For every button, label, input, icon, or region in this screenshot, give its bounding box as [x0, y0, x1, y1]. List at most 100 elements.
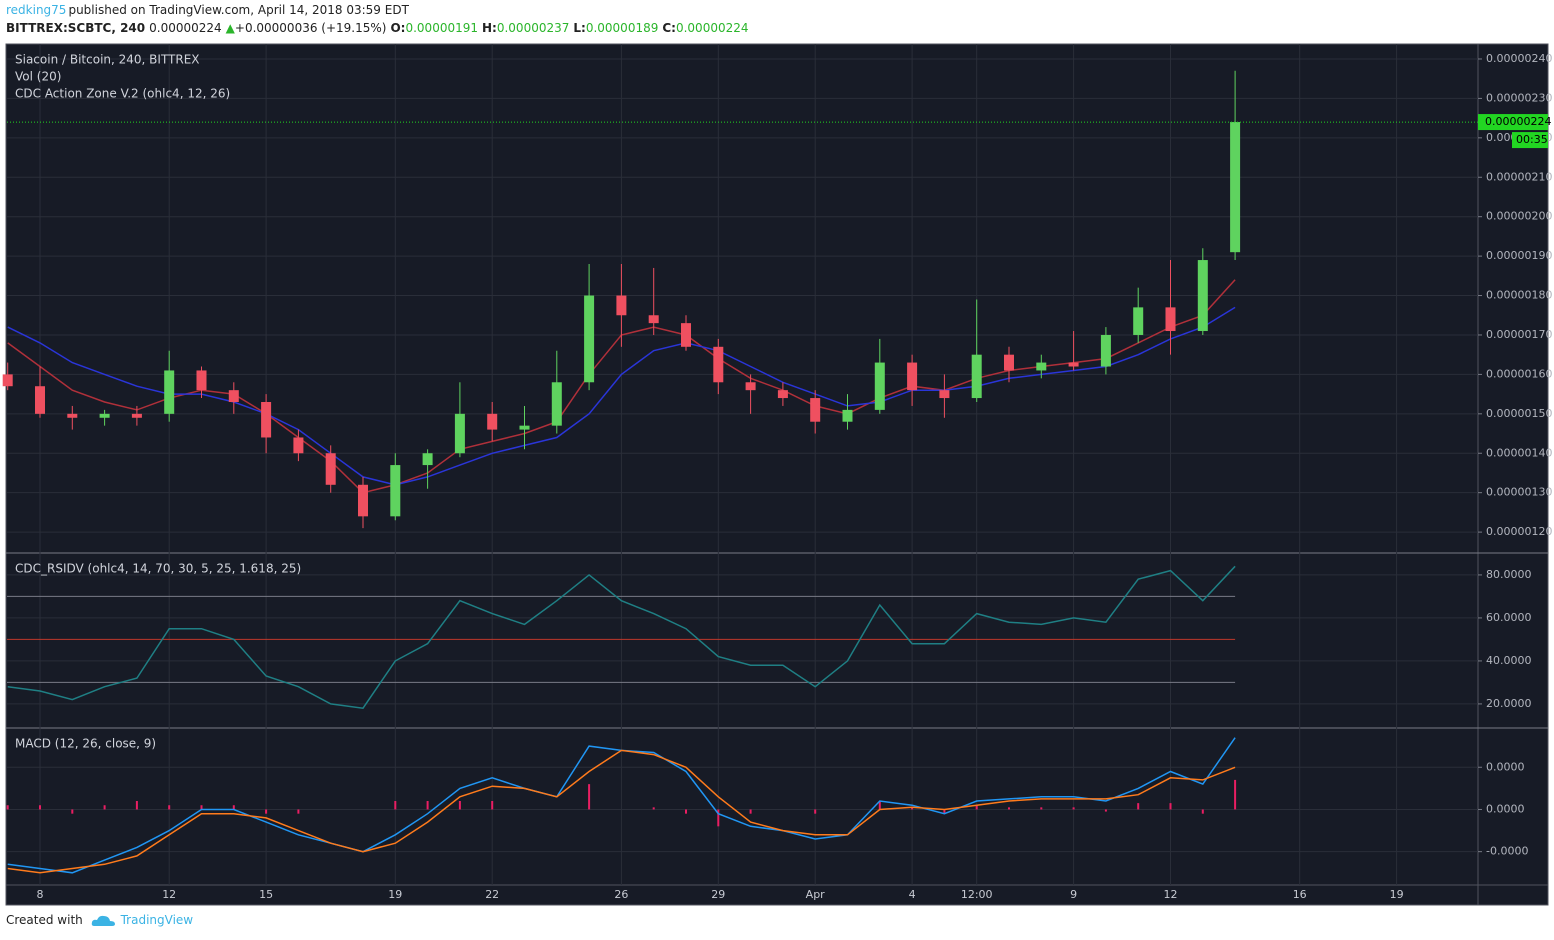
x-tick-label: 4: [909, 888, 916, 901]
candle-body: [131, 413, 142, 418]
candle-body: [551, 382, 562, 426]
indicator-label: CDC Action Zone V.2 (ohlc4, 12, 26): [15, 87, 230, 101]
close: 0.00000224: [675, 21, 749, 35]
candle-body: [2, 374, 13, 387]
y-tick-label: 0.00000200: [1486, 210, 1552, 223]
pane-title: CDC_RSIDV (ohlc4, 14, 70, 30, 5, 25, 1.6…: [15, 562, 301, 576]
candle-body: [681, 323, 691, 347]
publish-line: redking75 published on TradingView.com, A…: [6, 3, 413, 17]
candle-body: [519, 425, 530, 430]
o-label: O:: [390, 21, 406, 35]
x-tick-label: 22: [485, 888, 499, 901]
x-tick-label: 26: [614, 888, 628, 901]
candle-body: [99, 413, 110, 418]
last-price-label: 0.00000224: [1485, 115, 1551, 128]
candle-body: [1036, 362, 1047, 371]
low: 0.00000189: [585, 21, 659, 35]
chart-background: [5, 43, 1549, 906]
y-tick-label: 0.00000230: [1486, 91, 1552, 104]
up-arrow: ▲: [225, 21, 235, 35]
candle-body: [842, 409, 853, 422]
y-tick-label: 0.0000: [1486, 760, 1525, 773]
x-tick-label: 8: [37, 888, 44, 901]
candle-body: [390, 465, 401, 517]
y-tick-label: 0.00000160: [1486, 367, 1552, 380]
candle-body: [971, 354, 982, 399]
candle-body: [648, 315, 659, 324]
y-tick-label: 60.0000: [1486, 611, 1532, 624]
candle-body: [907, 362, 918, 391]
candle-body: [745, 382, 756, 391]
candle-body: [35, 386, 45, 414]
candle-body: [1004, 354, 1014, 371]
c-label: C:: [662, 21, 676, 35]
x-tick-label: 9: [1070, 888, 1077, 901]
x-tick-label: 29: [711, 888, 725, 901]
candle-body: [196, 370, 207, 391]
candle-body: [874, 362, 885, 410]
macd-line: [7, 749, 1236, 874]
rsi-line: [7, 565, 1236, 710]
symbol: BITTREX:SCBTC, 240: [6, 21, 146, 35]
footer: Created with TradingView: [6, 913, 193, 928]
candle-body: [487, 413, 498, 430]
y-tick-label: 0.00000210: [1486, 170, 1552, 183]
candle-body: [777, 390, 788, 399]
candle-body: [616, 295, 627, 316]
x-tick-label: 15: [259, 888, 273, 901]
logo: [91, 915, 115, 926]
candle-body: [1133, 307, 1144, 335]
candle-body: [1197, 260, 1208, 332]
author[interactable]: redking75: [6, 3, 67, 17]
candle-body: [1068, 362, 1079, 367]
quote-line: BITTREX:SCBTC, 240 0.00000224 ▲+0.00000036…: [6, 21, 753, 35]
pane-title: MACD (12, 26, close, 9): [15, 737, 156, 751]
candle-body: [1100, 334, 1111, 367]
y-tick-label: 0.00000190: [1486, 249, 1552, 262]
x-tick-label: 12:00: [961, 888, 993, 901]
candle-body: [810, 398, 821, 422]
candle-body: [939, 390, 950, 399]
published: published on TradingView.com, April 14, …: [68, 3, 409, 17]
price: 0.00000224: [149, 21, 222, 35]
y-tick-label: 0.00000150: [1486, 407, 1552, 420]
y-tick-label: 0.00000140: [1486, 446, 1552, 459]
x-tick-label: 12: [1164, 888, 1178, 901]
countdown-box: [1512, 132, 1548, 149]
y-tick-label: 0.00000120: [1486, 525, 1552, 538]
indicator-label: Vol (20): [15, 70, 61, 84]
y-tick-label: 80.0000: [1486, 568, 1532, 581]
y-tick-label: 0.00000130: [1486, 486, 1552, 499]
x-tick-label: 16: [1293, 888, 1307, 901]
x-tick-label: Apr: [806, 888, 826, 901]
ema-line: [7, 306, 1236, 486]
candle-body: [164, 370, 175, 414]
x-tick-label: 12: [162, 888, 176, 901]
candle-body: [584, 295, 595, 383]
candle-body: [358, 484, 368, 517]
chart: 8 12 15 19 22 26 29 Apr 4 12:00 9 12 16 19 0.00000120 0…: [2, 43, 1552, 906]
y-tick-label: -0.0000: [1486, 845, 1528, 858]
candle-body: [454, 413, 465, 454]
h-label: H:: [482, 21, 497, 35]
candle-body: [422, 453, 433, 466]
high: 0.00000237: [496, 21, 570, 35]
candle-body: [261, 401, 272, 438]
candle-body: [1230, 122, 1241, 253]
change: +0.00000036 (+19.15%): [234, 21, 387, 35]
candle-body: [228, 390, 239, 402]
candle-body: [1165, 307, 1176, 332]
pane-title: Siacoin / Bitcoin, 240, BITTREX: [15, 53, 200, 67]
x-tick-label: 19: [388, 888, 402, 901]
candle-body: [325, 453, 336, 485]
brand[interactable]: TradingView: [120, 913, 194, 927]
y-tick-label: 40.0000: [1486, 654, 1532, 667]
l-label: L:: [573, 21, 586, 35]
y-tick-label: 0.00000180: [1486, 289, 1552, 302]
candle-body: [293, 437, 304, 454]
created-with: Created with: [6, 913, 83, 927]
y-tick-label: 20.0000: [1486, 697, 1532, 710]
candle-body: [67, 413, 78, 418]
countdown: 00:35: [1516, 133, 1548, 146]
